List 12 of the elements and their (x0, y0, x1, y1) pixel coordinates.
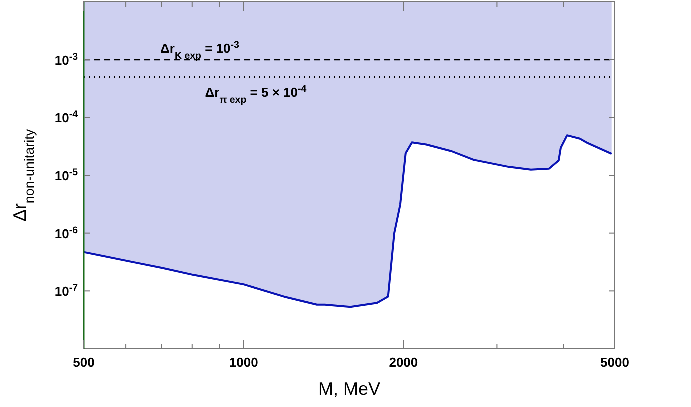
y-tick-label: 10$^{-3}$ (54, 51, 79, 68)
x-axis-title: M, MeV (318, 379, 381, 399)
annotation: Δr$_{K exp}$ = 10$^{-3}$ (160, 39, 240, 62)
annotation: Δr$_{π exp}$ = 5 × 10$^{-4}$ (205, 84, 308, 106)
x-tick-label: 2000 (389, 355, 418, 370)
y-tick-label: 10$^{-5}$ (54, 167, 79, 184)
x-tick-label: 500 (73, 355, 95, 370)
x-tick-label: 5000 (600, 355, 630, 370)
x-tick-label: 1000 (229, 355, 258, 370)
y-tick-label: 10$^{-6}$ (54, 224, 79, 242)
y-tick-label: 10$^{-4}$ (54, 109, 79, 126)
y-tick-label: 10$^{-7}$ (54, 282, 78, 300)
